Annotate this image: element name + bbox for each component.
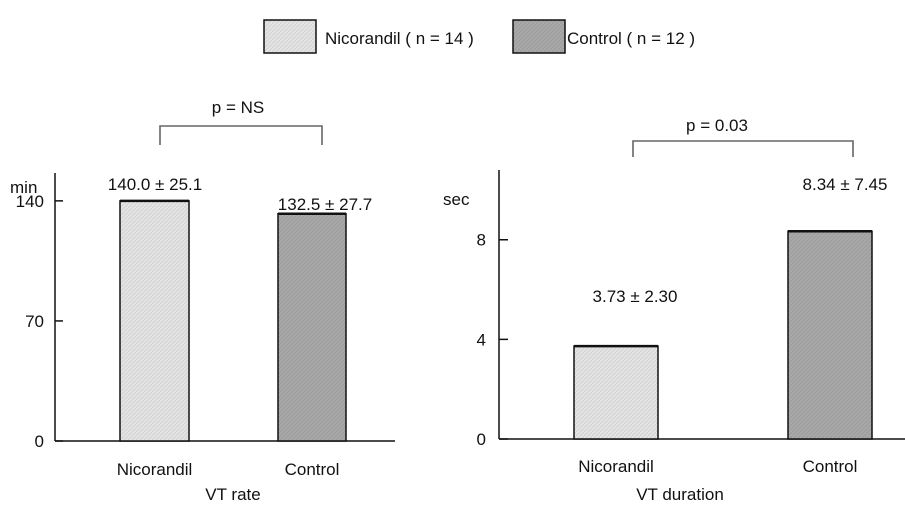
category-label-control: Control bbox=[285, 460, 340, 479]
category-label-nicorandil: Nicorandil bbox=[117, 460, 193, 479]
y-tick-label: 140 bbox=[16, 192, 44, 211]
x-axis-label: VT duration bbox=[636, 485, 724, 504]
y-tick-label: 70 bbox=[25, 312, 44, 331]
chart-vt-duration: 0 4 8 sec 3.73 ± 2.30 Nicorandil 8.34 ± 7.45 Co… bbox=[443, 116, 905, 504]
legend-label-nicorandil: Nicorandil ( n = 14 ) bbox=[325, 29, 474, 48]
value-label-control: 8.34 ± 7.45 bbox=[803, 175, 888, 194]
significance-bracket bbox=[632, 140, 854, 157]
x-axis-label: VT rate bbox=[205, 485, 260, 504]
bar-control bbox=[787, 230, 873, 440]
y-tick-label: 0 bbox=[477, 430, 486, 449]
category-label-control: Control bbox=[803, 457, 858, 476]
legend: Nicorandil ( n = 14 ) Control ( n = 12 ) bbox=[263, 19, 695, 54]
category-label-nicorandil: Nicorandil bbox=[578, 457, 654, 476]
bar-nicorandil bbox=[573, 345, 659, 440]
y-axis-label: sec bbox=[443, 190, 470, 209]
y-tick-label: 8 bbox=[477, 231, 486, 250]
significance-label: p = NS bbox=[212, 98, 264, 117]
significance-bracket bbox=[159, 125, 323, 145]
y-tick-label: 0 bbox=[35, 432, 44, 451]
value-label-nicorandil: 3.73 ± 2.30 bbox=[593, 287, 678, 306]
legend-swatch-control bbox=[512, 19, 566, 54]
legend-swatch-nicorandil bbox=[263, 19, 317, 54]
bar-control bbox=[277, 212, 347, 442]
value-label-control: 132.5 ± 27.7 bbox=[278, 195, 372, 214]
value-label-nicorandil: 140.0 ± 25.1 bbox=[108, 175, 202, 194]
bar-nicorandil bbox=[119, 200, 190, 442]
y-tick-label: 4 bbox=[477, 330, 486, 349]
legend-label-control: Control ( n = 12 ) bbox=[567, 29, 695, 48]
significance-label: p = 0.03 bbox=[686, 116, 748, 135]
y-axis-label: min bbox=[10, 178, 37, 197]
